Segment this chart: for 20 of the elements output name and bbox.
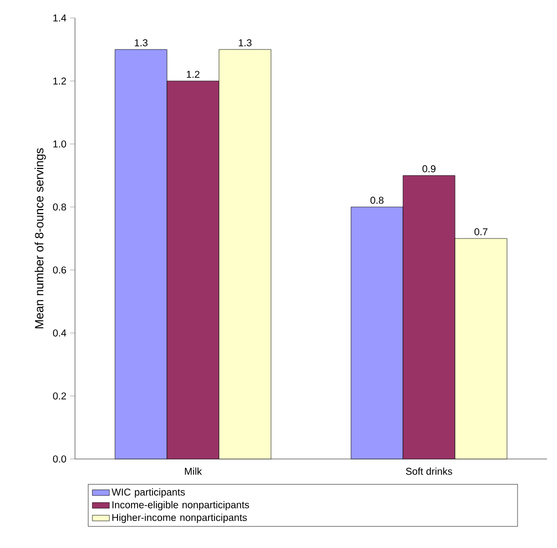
legend-label: WIC participants (112, 488, 185, 498)
data-label: 0.7 (474, 228, 488, 236)
data-label: 1.2 (186, 70, 200, 78)
y-tick-label: 0.4 (53, 329, 66, 337)
data-label: 0.8 (370, 196, 384, 204)
y-tick-label: 0.8 (53, 203, 66, 211)
legend-label: Income-eligible nonparticipants (112, 501, 250, 510)
legend-label: Higher-income nonparticipants (112, 514, 247, 523)
y-axis-title: Mean number of 8-ounce servings (34, 148, 46, 328)
y-tick-label: 0.0 (53, 455, 66, 463)
data-label: 1.3 (238, 39, 252, 46)
x-tick-label: Soft drinks (406, 468, 452, 475)
y-tick-label: 1.0 (53, 140, 66, 148)
y-tick-label: 1.2 (53, 78, 66, 84)
y-tick-label: 0.2 (53, 392, 66, 400)
x-tick-label: Milk (184, 468, 202, 475)
y-tick-label: 0.6 (53, 266, 66, 274)
data-label: 0.9 (422, 165, 436, 172)
data-label: 1.3 (134, 39, 148, 46)
y-tick-label: 1.4 (53, 14, 66, 22)
